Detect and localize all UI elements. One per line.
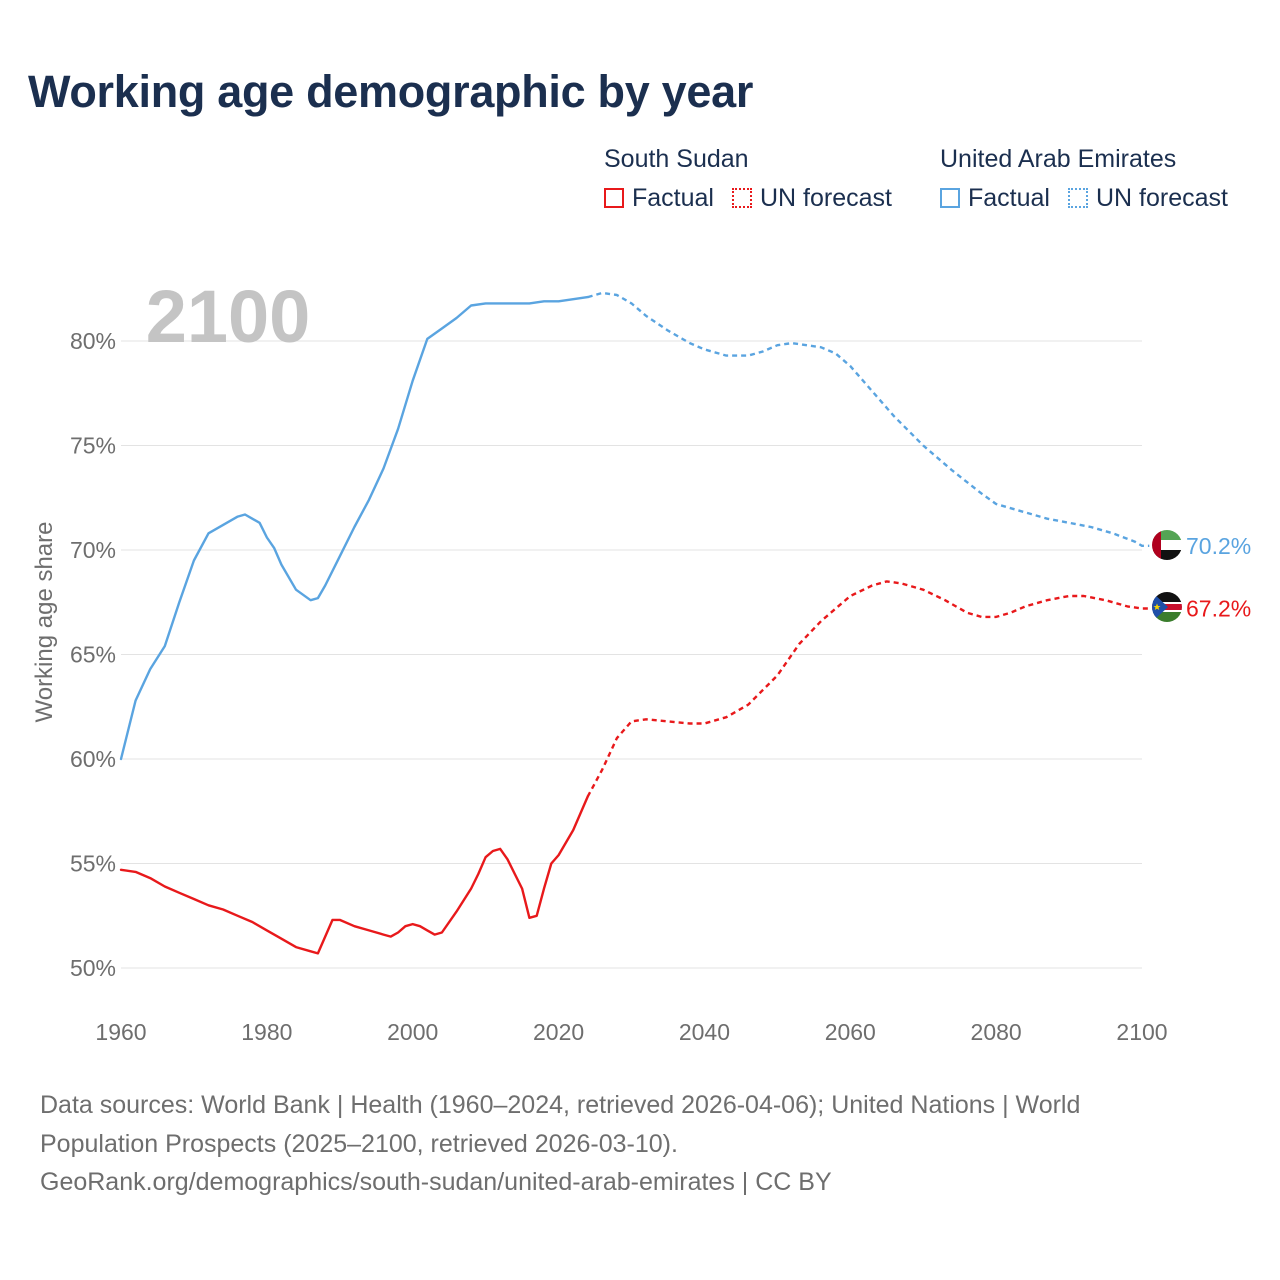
y-tick-label: 70%	[70, 537, 116, 563]
chart-title: Working age demographic by year	[28, 66, 754, 117]
legend-label-factual: Factual	[632, 183, 714, 212]
y-tick-label: 75%	[70, 433, 116, 459]
legend-label-forecast: UN forecast	[759, 183, 892, 212]
south-sudan-end-label: 67.2%	[1186, 596, 1251, 622]
legend-label-forecast: UN forecast	[1095, 183, 1228, 212]
x-tick-label: 2060	[825, 1019, 876, 1045]
x-tick-label: 1980	[241, 1019, 292, 1045]
south-sudan-forecast-line	[586, 580, 1150, 798]
south-sudan-factual-line	[119, 795, 589, 955]
year-watermark: 2100	[146, 275, 311, 358]
x-tick-label: 2080	[971, 1019, 1022, 1045]
legend-group-uae: United Arab Emirates Factual UN forecast	[940, 144, 1246, 218]
footer-sources: Data sources: World Bank | Health (1960–…	[40, 1086, 1240, 1202]
legend-group-name: United Arab Emirates	[940, 145, 1177, 173]
y-tick-label: 80%	[70, 328, 116, 354]
y-tick-label: 55%	[70, 851, 116, 877]
y-tick-label: 65%	[70, 642, 116, 668]
footer-line: Population Prospects (2025–2100, retriev…	[40, 1129, 678, 1158]
legend-swatch-factual	[604, 188, 624, 208]
united-arab-emirates-end-label: 70.2%	[1186, 533, 1251, 559]
south-sudan-flag-icon	[1152, 592, 1182, 622]
legend-group-name: South Sudan	[604, 145, 749, 173]
x-tick-label: 2040	[679, 1019, 730, 1045]
footer-line: Data sources: World Bank | Health (1960–…	[40, 1091, 1081, 1119]
x-tick-label: 1960	[95, 1019, 146, 1045]
x-tick-label: 2000	[387, 1019, 438, 1045]
legend-group-south-sudan: South Sudan Factual UN forecast	[604, 144, 910, 218]
y-tick-label: 60%	[70, 746, 116, 772]
x-tick-label: 2100	[1116, 1019, 1167, 1045]
y-tick-label: 50%	[70, 955, 116, 981]
legend-swatch-factual	[940, 188, 960, 208]
x-tick-label: 2020	[533, 1019, 584, 1045]
legend-label-factual: Factual	[968, 183, 1050, 212]
united-arab-emirates-factual-line	[119, 295, 589, 761]
legend-swatch-forecast	[1067, 188, 1088, 208]
y-axis-label: Working age share	[31, 522, 58, 723]
uae-flag-icon	[1152, 530, 1182, 560]
united-arab-emirates-forecast-line	[587, 291, 1150, 547]
footer-line: GeoRank.org/demographics/south-sudan/uni…	[40, 1168, 832, 1196]
legend-swatch-forecast	[731, 188, 752, 208]
